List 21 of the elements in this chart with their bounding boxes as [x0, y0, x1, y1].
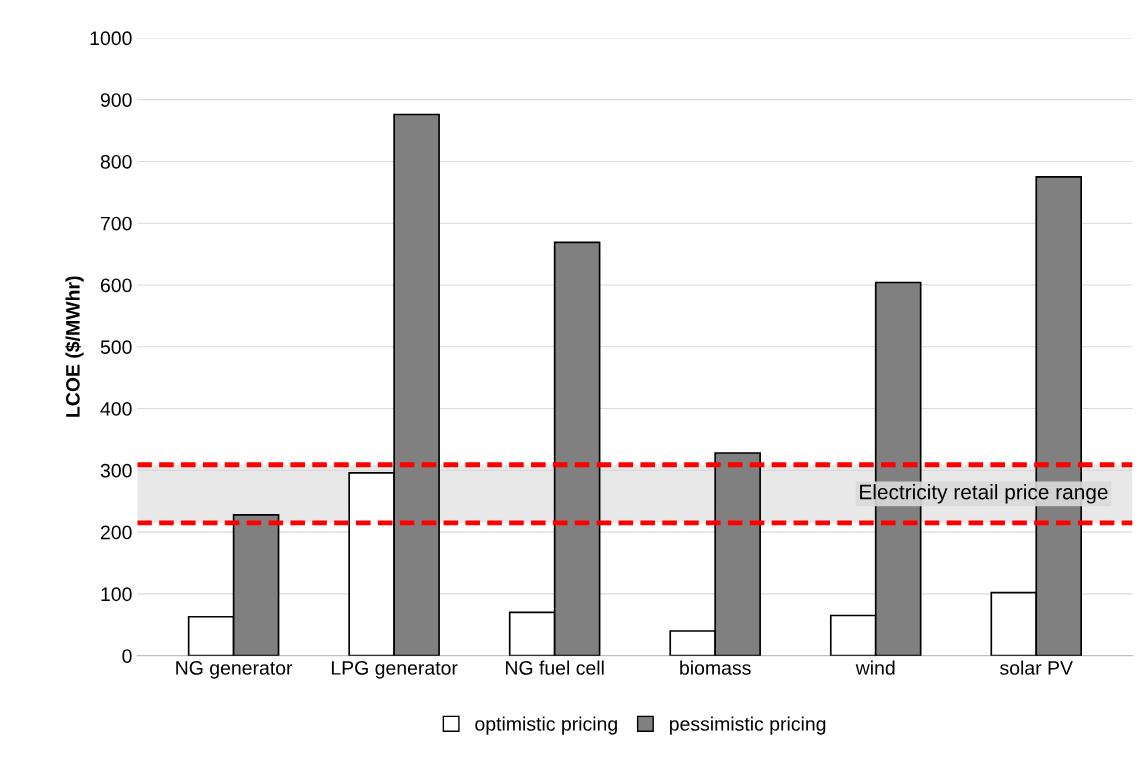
- y-tick-label: 800: [100, 154, 132, 169]
- y-tick-label: 500: [100, 340, 132, 355]
- x-tick-label: NG fuel cell: [506, 660, 604, 675]
- x-tick-label: NG generator: [176, 661, 293, 679]
- y-tick-label: 0: [122, 649, 132, 663]
- y-tick-label: 600: [100, 278, 132, 293]
- y-tick-label: 900: [100, 93, 132, 107]
- legend-label: pessimistic pricing: [669, 716, 826, 735]
- y-axis-title: LCOE ($/MWhr): [65, 276, 84, 417]
- y-tick-label: 400: [100, 402, 132, 416]
- y-tick-label: 100: [101, 587, 132, 602]
- y-tick-label: 1000: [90, 31, 132, 46]
- x-tick-label: wind: [855, 660, 895, 675]
- band-label: Electricity retail price range: [860, 484, 1108, 504]
- y-tick-label: 300: [100, 463, 132, 478]
- y-tick-label: 700: [100, 216, 132, 231]
- x-tick-label: LPG generator: [331, 661, 458, 679]
- legend-label: optimistic pricing: [475, 716, 617, 735]
- y-tick-label: 200: [100, 525, 132, 540]
- x-tick-label: biomass: [680, 660, 751, 675]
- x-tick-label: solar PV: [1000, 660, 1073, 675]
